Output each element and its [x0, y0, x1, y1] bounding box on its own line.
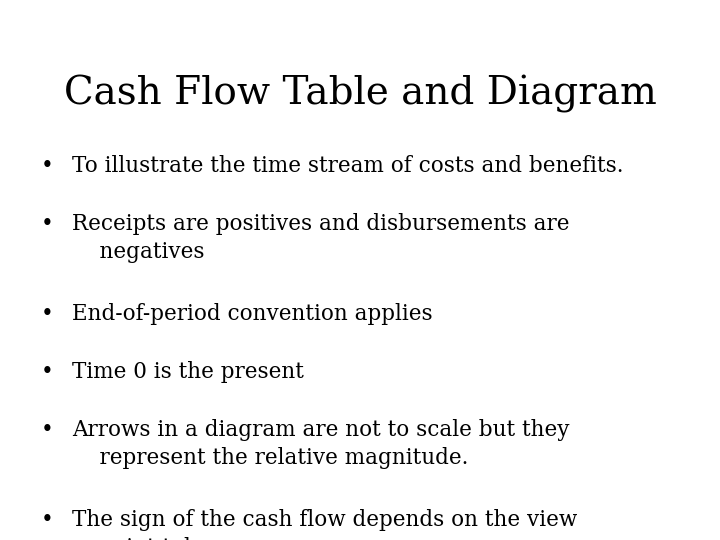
Text: •: •: [40, 155, 53, 177]
Text: Arrows in a diagram are not to scale but they
    represent the relative magnitu: Arrows in a diagram are not to scale but…: [72, 419, 570, 469]
Text: Time 0 is the present: Time 0 is the present: [72, 361, 304, 383]
Text: •: •: [40, 303, 53, 325]
Text: •: •: [40, 361, 53, 383]
Text: The sign of the cash flow depends on the view
    point taken: The sign of the cash flow depends on the…: [72, 509, 577, 540]
Text: Cash Flow Table and Diagram: Cash Flow Table and Diagram: [63, 75, 657, 113]
Text: •: •: [40, 509, 53, 531]
Text: To illustrate the time stream of costs and benefits.: To illustrate the time stream of costs a…: [72, 155, 624, 177]
Text: •: •: [40, 213, 53, 235]
Text: •: •: [40, 419, 53, 441]
Text: Receipts are positives and disbursements are
    negatives: Receipts are positives and disbursements…: [72, 213, 570, 263]
Text: End-of-period convention applies: End-of-period convention applies: [72, 303, 433, 325]
